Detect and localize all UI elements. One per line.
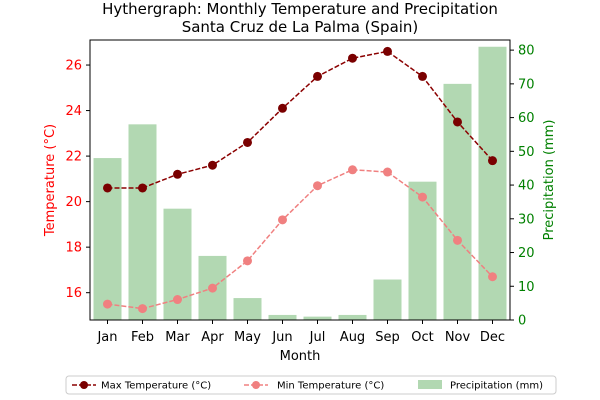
- max-temp-point-dec: [488, 156, 497, 166]
- left-axis-label: Temperature (°C): [43, 124, 58, 237]
- left-tick-label-26: 26: [65, 59, 82, 74]
- left-tick-label-24: 24: [65, 104, 82, 119]
- x-tick-label-nov: Nov: [445, 330, 471, 345]
- legend-min-marker: [252, 381, 260, 389]
- min-temp-point-aug: [348, 165, 357, 175]
- x-tick-label-dec: Dec: [480, 330, 505, 345]
- min-temp-point-feb: [138, 304, 147, 314]
- x-tick-label-jul: Jul: [309, 330, 326, 345]
- max-temp-point-jun: [278, 103, 287, 113]
- max-temp-point-may: [243, 137, 252, 147]
- chart-title-line2: Santa Cruz de La Palma (Spain): [182, 18, 419, 36]
- right-axis-label: Precipitation (mm): [542, 120, 557, 241]
- x-tick-label-jan: Jan: [96, 330, 117, 345]
- x-tick-label-jun: Jun: [271, 330, 292, 345]
- x-tick-label-mar: Mar: [165, 330, 190, 345]
- max-temp-line: [107, 50, 494, 189]
- precip-bar-jun: [268, 314, 297, 320]
- x-axis-ticks: Jan Feb Mar Apr May Jun Jul Aug Sep Oct Nov Dec: [96, 320, 505, 345]
- left-tick-label-18: 18: [65, 241, 82, 256]
- plot-frame: [89, 39, 511, 321]
- min-temp-point-may: [243, 256, 252, 266]
- min-temp-point-jul: [313, 181, 322, 191]
- left-tick-label-16: 16: [65, 286, 82, 301]
- right-tick-label-10: 10: [518, 280, 535, 295]
- x-tick-label-aug: Aug: [340, 330, 365, 345]
- precip-bar-jul: [303, 316, 332, 320]
- max-temp-point-sep: [383, 46, 392, 56]
- x-tick-label-apr: Apr: [201, 330, 224, 345]
- max-temp-point-nov: [453, 117, 462, 127]
- max-temp-point-mar: [173, 169, 182, 179]
- legend-precip-label: Precipitation (mm): [450, 381, 543, 392]
- x-axis-label: Month: [280, 349, 321, 364]
- min-temp-point-apr: [208, 283, 217, 293]
- max-temp-point-jul: [313, 71, 322, 81]
- max-temp-point-feb: [138, 183, 147, 193]
- right-tick-label-40: 40: [518, 179, 535, 194]
- min-temp-point-nov: [453, 235, 462, 245]
- right-tick-label-70: 70: [518, 77, 535, 92]
- right-tick-label-0: 0: [518, 314, 526, 329]
- min-temp-point-mar: [173, 295, 182, 305]
- max-temp-point-oct: [418, 71, 427, 81]
- min-temp-point-dec: [488, 272, 497, 282]
- right-tick-label-20: 20: [518, 246, 535, 261]
- precip-bar-aug: [338, 314, 367, 320]
- min-temp-point-oct: [418, 192, 427, 202]
- right-tick-label-60: 60: [518, 111, 535, 126]
- right-tick-label-50: 50: [518, 145, 535, 160]
- min-temp-point-sep: [383, 167, 392, 177]
- precip-bar-oct: [408, 181, 437, 320]
- x-tick-label-may: May: [234, 330, 261, 345]
- legend-max-marker: [80, 381, 88, 389]
- right-tick-label-80: 80: [518, 44, 535, 59]
- precip-bar-sep: [373, 279, 402, 320]
- chart-title-line1: Hythergraph: Monthly Temperature and Pre…: [102, 0, 498, 18]
- legend-min-label: Min Temperature (°C): [277, 381, 384, 392]
- max-temp-point-aug: [348, 53, 357, 63]
- left-tick-label-22: 22: [65, 150, 82, 165]
- left-axis-ticks: 16 18 20 22 24 26: [65, 59, 90, 301]
- right-tick-label-30: 30: [518, 212, 535, 227]
- min-temp-point-jan: [103, 299, 112, 309]
- max-temp-point-apr: [208, 160, 217, 170]
- legend-precip-swatch: [418, 380, 442, 389]
- precip-bar-may: [233, 298, 262, 320]
- precip-bar-jan: [93, 158, 122, 320]
- x-tick-label-feb: Feb: [131, 330, 154, 345]
- left-tick-label-20: 20: [65, 195, 82, 210]
- legend: Max Temperature (°C) Min Temperature (°C…: [65, 375, 557, 395]
- precip-bar-feb: [128, 124, 157, 321]
- x-tick-label-oct: Oct: [411, 330, 433, 345]
- legend-max-label: Max Temperature (°C): [101, 381, 211, 392]
- min-temp-point-jun: [278, 215, 287, 225]
- min-temp-line: [107, 168, 494, 310]
- right-axis-ticks: 0 10 20 30 40 50 60 70 80: [510, 44, 535, 329]
- precipitation-bars: [93, 46, 507, 321]
- temperature-lines: [103, 46, 497, 314]
- x-tick-label-sep: Sep: [375, 330, 400, 345]
- max-temp-point-jan: [103, 183, 112, 193]
